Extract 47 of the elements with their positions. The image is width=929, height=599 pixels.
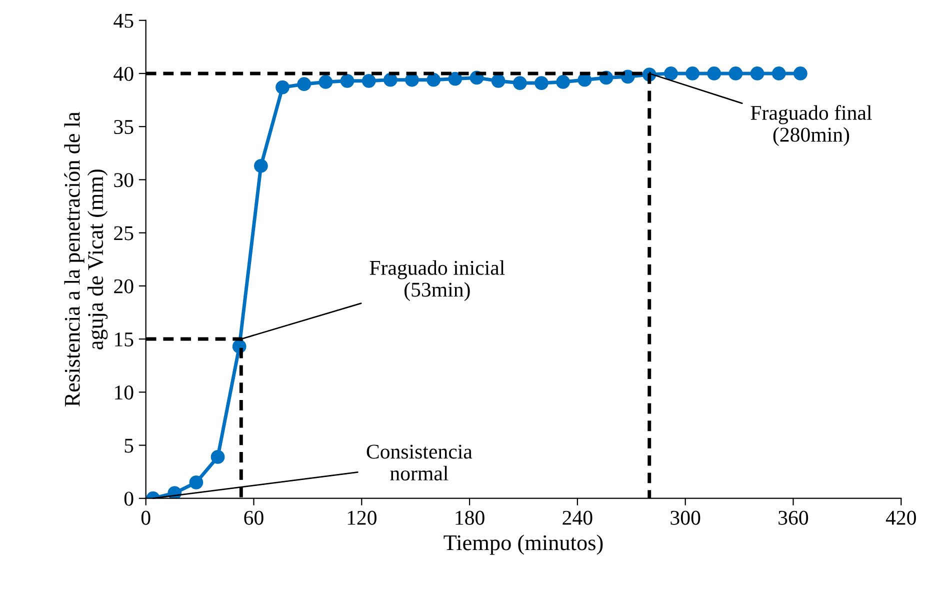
point [750,66,764,80]
x-tick-label: 120 [348,510,376,525]
y-axis-title: Resistencia a la penetración de la aguja de Vicat (mm) [64,112,108,407]
point [556,75,570,89]
x-tick-label: 360 [778,510,808,525]
point [276,80,290,94]
annotation: Consistencia normal [366,444,472,480]
y-tick-label: 25 [114,226,134,240]
point [707,66,722,80]
point [383,72,398,87]
point [189,475,204,490]
point [318,75,333,89]
x-tick-label: 60 [244,510,264,525]
point [512,76,527,90]
point [426,72,441,87]
point [210,450,225,464]
y-tick-label: 30 [114,173,134,188]
y-tick-label: 20 [114,279,134,294]
x-tick-label: 0 [141,510,150,525]
point [254,158,268,173]
annotation: Fraguado inicial (53min) [370,260,505,301]
point [491,74,506,88]
point [686,66,700,80]
point [578,72,592,87]
point [405,72,419,87]
point [772,66,786,80]
point [448,72,462,86]
x-axis-title: Tiempo (minutos) [444,534,603,555]
point [297,77,312,92]
point [340,74,354,88]
point [728,66,743,80]
y-tick-label: 0 [124,492,134,506]
y-tick-label: 15 [115,332,134,346]
x-tick-label: 240 [562,510,592,525]
point [664,66,678,80]
y-tick-label: 35 [114,120,134,134]
y-tick-label: 5 [124,438,134,453]
y-tick-label: 45 [114,14,134,28]
point [362,74,376,88]
x-tick-label: 300 [670,510,700,525]
y-tick-label: 40 [114,66,134,81]
point [793,66,808,80]
y-tick-label: 10 [115,386,134,400]
point [534,76,548,90]
annotation: Fraguado final (280min) [750,105,872,146]
x-tick-label: 420 [886,510,916,525]
x-tick-label: 180 [456,510,484,525]
